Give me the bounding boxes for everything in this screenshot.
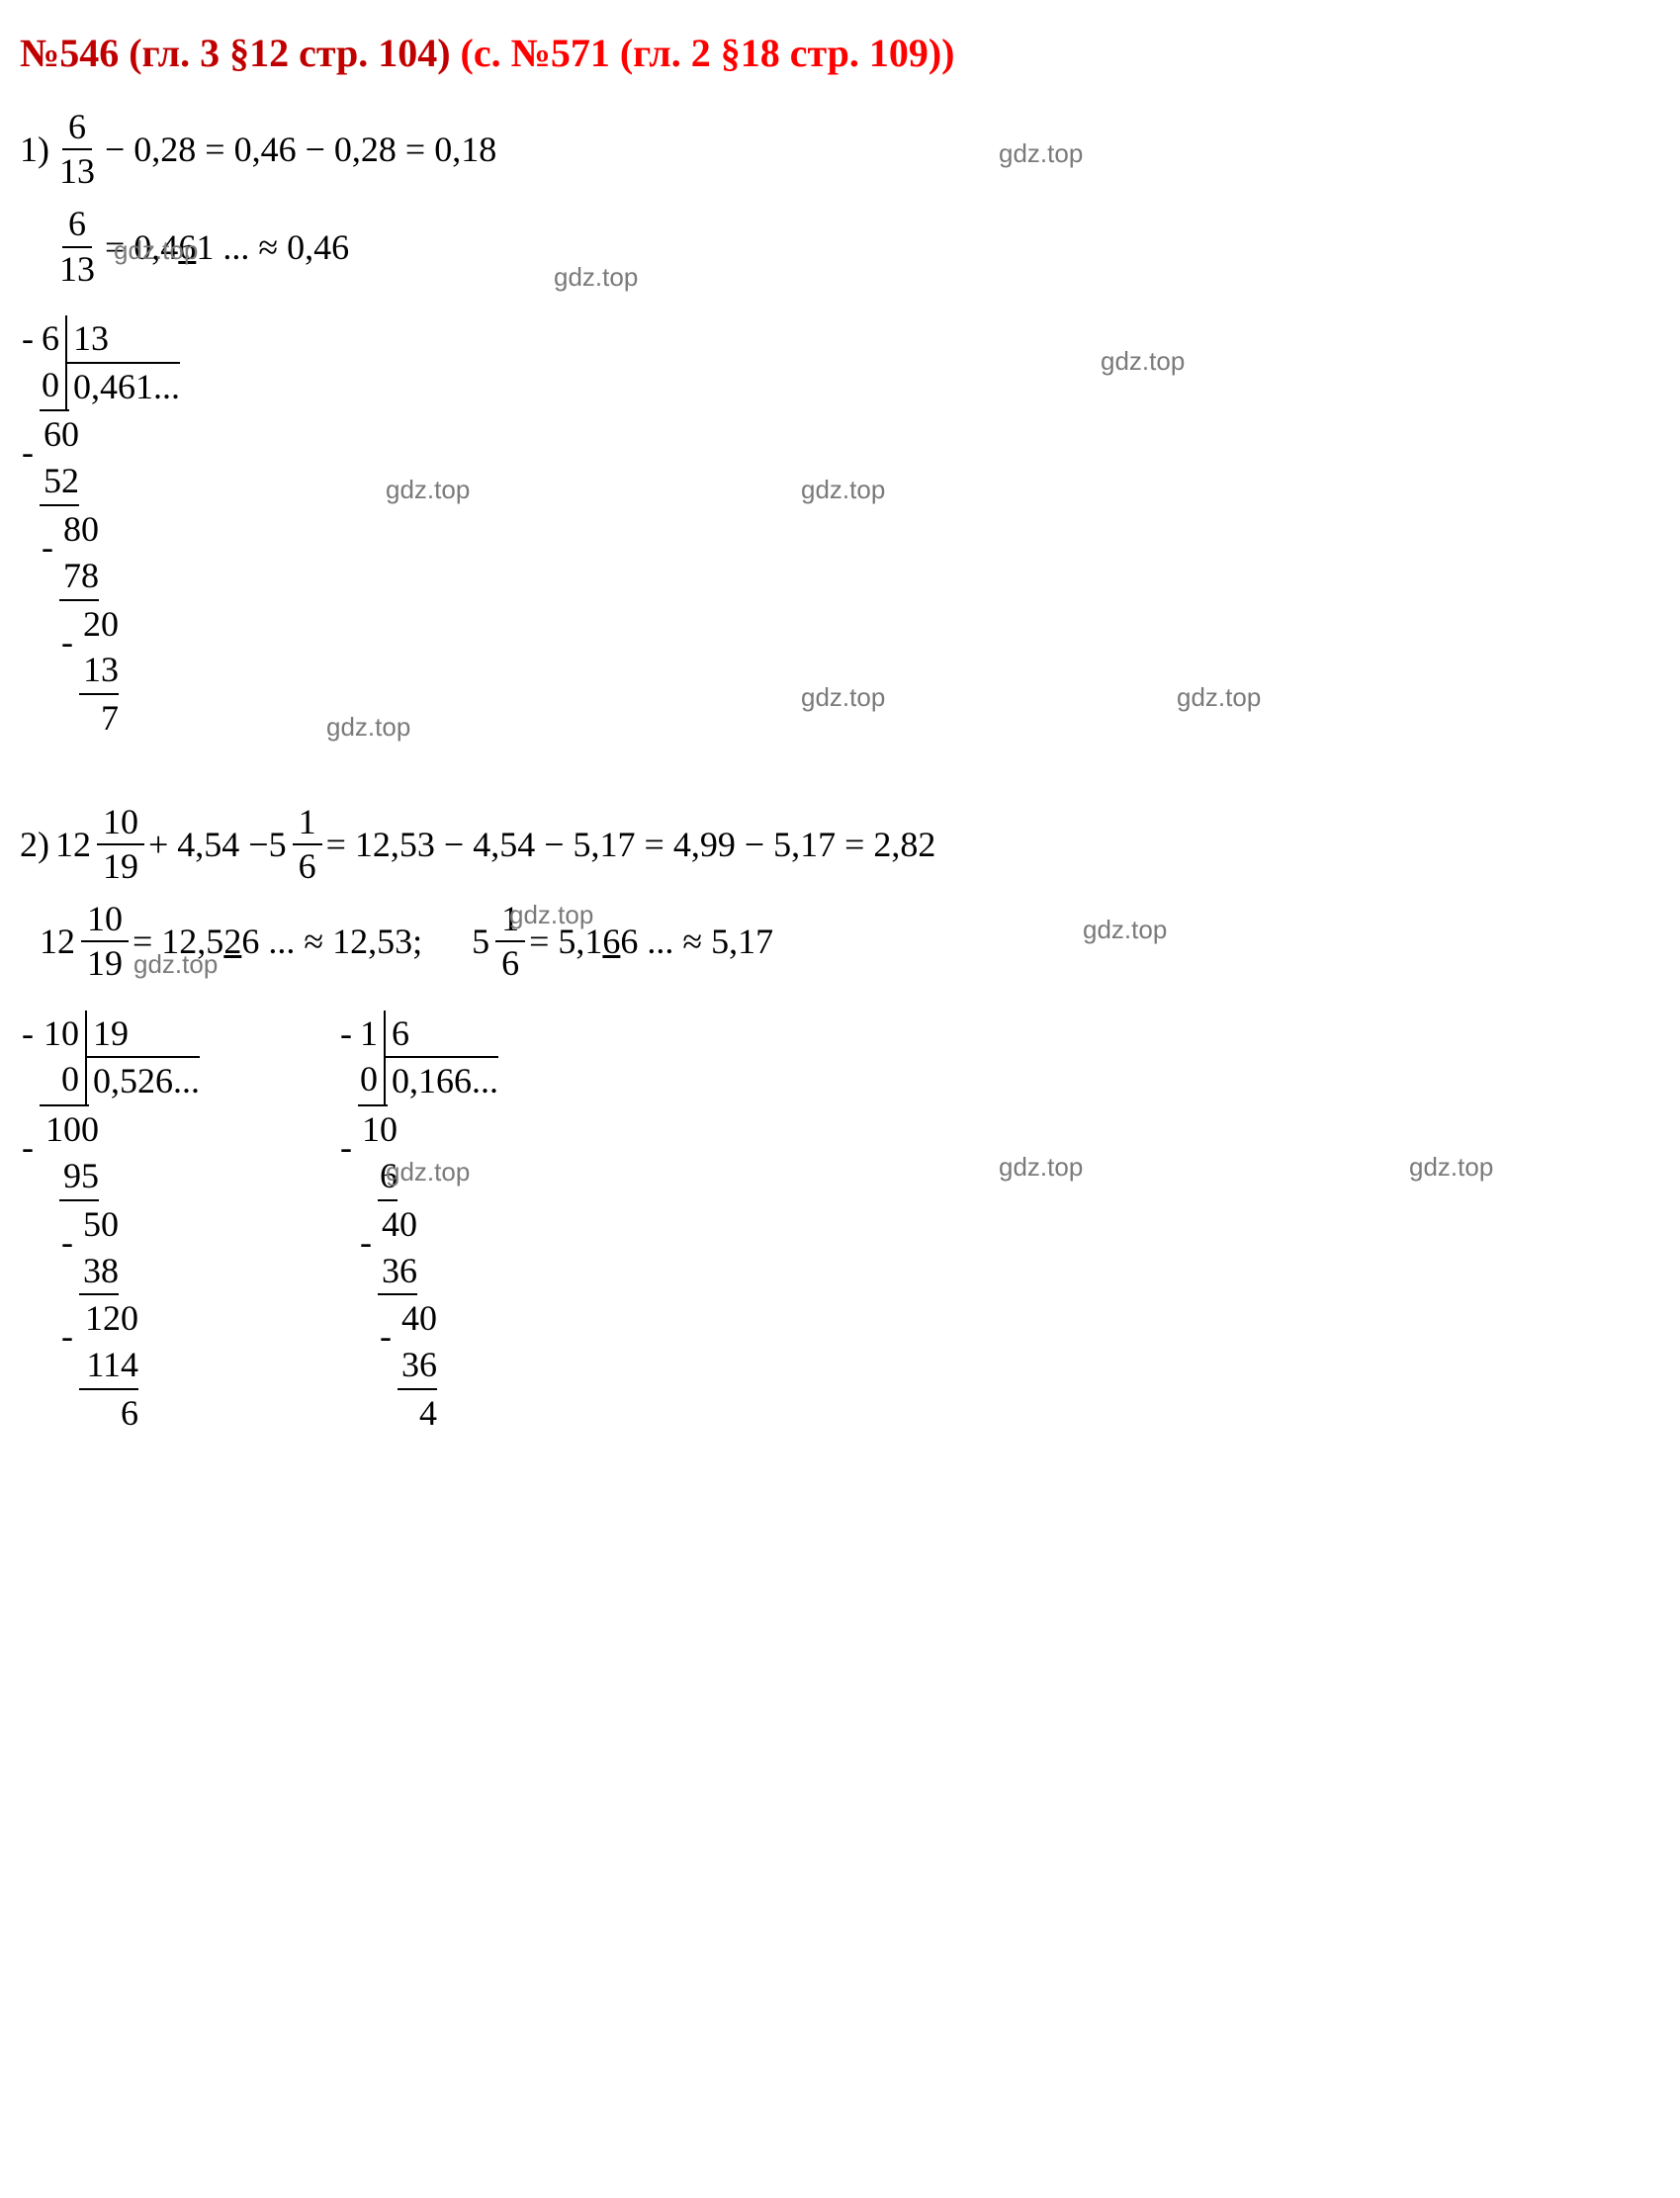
p1-approx-frac: 6 13 [53, 203, 101, 290]
p1-approx-post: 1 ... ≈ 0,46 [196, 226, 349, 268]
p1-expr: − 0,28 = 0,46 − 0,28 = 0,18 [105, 129, 496, 170]
watermark: gdz.top [133, 949, 218, 980]
p2-longdiv-row: -101900,526...-10095-5038-1201146 -1600,… [20, 996, 1660, 1456]
watermark: gdz.top [1083, 915, 1167, 945]
watermark: gdz.top [1409, 1152, 1493, 1183]
p2-longdiv1: -101900,526...-10095-5038-1201146 [40, 1011, 200, 1437]
p1-longdiv: -61300,461...-6052-8078-20137 [40, 315, 180, 742]
watermark: gdz.top [386, 1157, 470, 1187]
p1a-den: 13 [53, 248, 101, 291]
watermark: gdz.top [509, 900, 593, 930]
p2-index: 2) [20, 824, 49, 865]
watermark: gdz.top [1101, 346, 1185, 377]
watermark: gdz.top [114, 235, 198, 266]
p2-f2n: 1 [293, 801, 322, 845]
p2-mixed2: 5 1 6 [269, 801, 326, 888]
header-red: (с. №571 (гл. 2 §18 стр. 109)) [461, 31, 955, 75]
page-header: №546 (гл. 3 §12 стр. 104) (с. №571 (гл. … [20, 30, 1660, 76]
p1-main-line: 1) 6 13 − 0,28 = 0,46 − 0,28 = 0,18 [20, 106, 1660, 193]
watermark: gdz.top [999, 1152, 1083, 1183]
watermark: gdz.top [999, 138, 1083, 169]
p2-expr: = 12,53 − 4,54 − 5,17 = 4,99 − 5,17 = 2,… [326, 824, 936, 865]
p1-frac-den: 13 [53, 150, 101, 193]
content-area: №546 (гл. 3 §12 стр. 104) (с. №571 (гл. … [20, 30, 1660, 1456]
p2-f2d: 6 [293, 845, 322, 888]
watermark: gdz.top [554, 262, 638, 293]
problem-2: 2) 12 10 19 + 4,54 − 5 1 6 = 12,53 − 4,5… [20, 801, 1660, 1456]
problem-1: 1) 6 13 − 0,28 = 0,46 − 0,28 = 0,18 6 13… [20, 106, 1660, 761]
p1-frac-num: 6 [62, 106, 92, 150]
watermark: gdz.top [386, 475, 470, 505]
p2-f1d: 19 [97, 845, 144, 888]
p2-approx-line: 12 10 19 = 12,526 ... ≈ 12,53; 5 1 6 = [40, 898, 1660, 985]
p2-w1: 12 [55, 824, 91, 865]
p2-mixed1: 12 10 19 [55, 801, 148, 888]
watermark: gdz.top [801, 475, 885, 505]
p2-mid: + 4,54 − [148, 824, 269, 865]
p2-f1n: 10 [97, 801, 144, 845]
header-black: №546 (гл. 3 §12 стр. 104) [20, 31, 461, 75]
watermark: gdz.top [1177, 682, 1261, 713]
p1-approx-line: 6 13 = 0,461 ... ≈ 0,46 [49, 203, 1660, 290]
p1a-num: 6 [62, 203, 92, 247]
p2-longdiv2: -1600,166...-106-4036-40364 [358, 1011, 498, 1437]
p1-index: 1) [20, 129, 49, 170]
p1-frac: 6 13 [53, 106, 101, 193]
watermark: gdz.top [801, 682, 885, 713]
p2-main-line: 2) 12 10 19 + 4,54 − 5 1 6 = 12,53 − 4,5… [20, 801, 1660, 888]
p2-w2: 5 [269, 824, 287, 865]
watermark: gdz.top [326, 712, 410, 743]
